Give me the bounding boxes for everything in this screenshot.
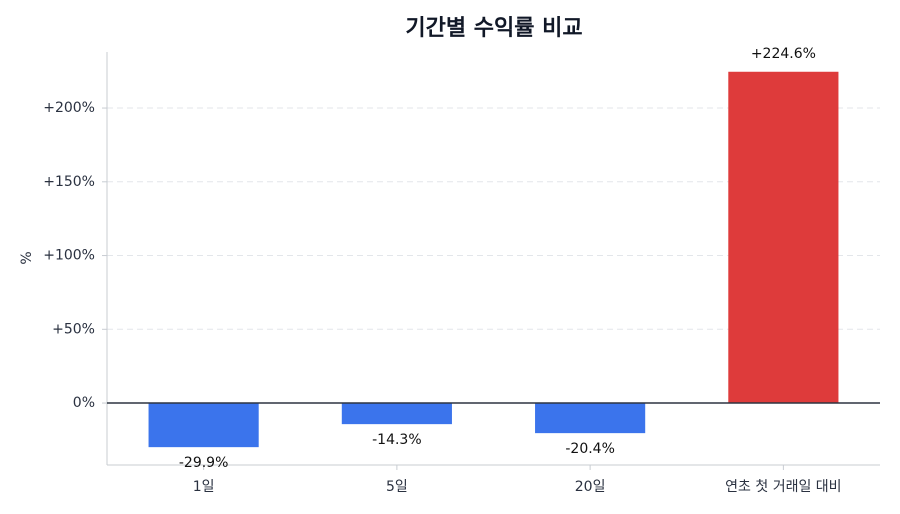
bar <box>148 403 259 448</box>
y-tick-label: +100% <box>43 248 95 264</box>
x-tick-label: 연초 첫 거래일 대비 <box>725 479 841 495</box>
y-axis-label: % <box>19 251 35 264</box>
value-label: -29.9% <box>179 455 229 471</box>
y-tick-label: 0% <box>73 395 95 411</box>
value-label: +224.6% <box>751 46 816 62</box>
bar <box>728 71 839 404</box>
y-tick-label: +50% <box>52 321 95 337</box>
y-tick-label: +150% <box>43 174 95 190</box>
bar <box>341 403 452 425</box>
x-tick-label: 1일 <box>193 479 215 495</box>
x-tick-label: 20일 <box>575 479 606 495</box>
value-label: -20.4% <box>565 441 615 457</box>
chart-title: 기간별 수익률 비교 <box>405 16 582 41</box>
bar <box>535 403 646 434</box>
y-tick-label: +200% <box>43 100 95 116</box>
value-label: -14.3% <box>372 432 422 448</box>
x-tick-label: 5일 <box>386 479 408 495</box>
